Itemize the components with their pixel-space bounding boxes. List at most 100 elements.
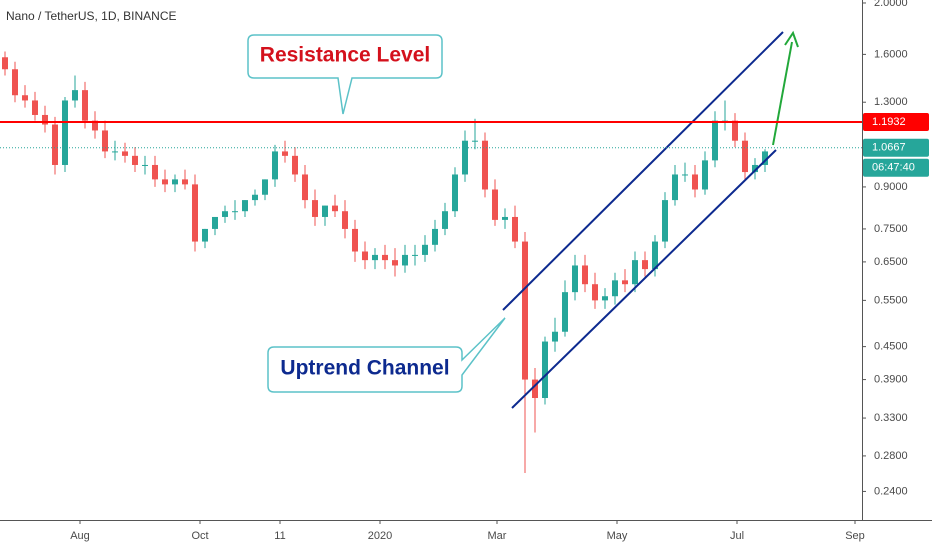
candle-body xyxy=(752,164,758,173)
candle-body xyxy=(322,205,328,217)
candle-body xyxy=(442,211,448,229)
y-tick-label: 0.9000 xyxy=(874,181,908,193)
x-tick-label: Jul xyxy=(730,530,744,542)
arrow-head xyxy=(784,30,799,48)
candle-body xyxy=(202,228,208,242)
candle-body xyxy=(412,254,418,256)
candle-body xyxy=(172,179,178,185)
channel-lower xyxy=(511,149,777,409)
candle-body xyxy=(452,174,458,212)
candle-body xyxy=(62,100,68,165)
candle-body xyxy=(282,151,288,156)
candle-body xyxy=(292,155,298,175)
candle-body xyxy=(712,120,718,161)
candle-body xyxy=(272,151,278,180)
candle-body xyxy=(592,284,598,301)
candle-body xyxy=(332,205,338,212)
candle-body xyxy=(2,57,8,70)
channel-upper xyxy=(502,31,784,311)
candle-body xyxy=(132,155,138,165)
channel-label: Uptrend Channel xyxy=(280,357,449,380)
projection-arrow xyxy=(772,41,793,146)
candle-body xyxy=(422,244,428,255)
candle-body xyxy=(252,194,258,201)
y-tick-label: 0.5500 xyxy=(874,294,908,306)
candle-body xyxy=(512,216,518,242)
candle-body xyxy=(502,216,508,220)
candle-body xyxy=(152,164,158,180)
candle-body xyxy=(382,254,388,261)
candle-body xyxy=(262,179,268,195)
candle-body xyxy=(32,100,38,115)
candle-body xyxy=(82,90,88,121)
candle-body xyxy=(662,200,668,242)
x-tick-label: Aug xyxy=(70,530,90,542)
candle-body xyxy=(352,228,358,252)
candle-body xyxy=(302,174,308,201)
candle-body xyxy=(632,260,638,285)
candle-body xyxy=(342,211,348,229)
candle-body xyxy=(702,160,708,190)
countdown: 06:47:40 xyxy=(872,162,915,174)
y-tick-label: 0.3900 xyxy=(874,373,908,385)
candle-body xyxy=(622,280,628,285)
candle-body xyxy=(692,174,698,190)
x-tick-label: 2020 xyxy=(368,530,392,542)
candle-body xyxy=(112,151,118,153)
candle-body xyxy=(462,140,468,175)
candle-body xyxy=(142,164,148,166)
candle-body xyxy=(762,151,768,165)
candle-body xyxy=(582,265,588,285)
y-tick-label: 1.3000 xyxy=(874,96,908,108)
candle-body xyxy=(232,211,238,213)
candle-body xyxy=(682,174,688,176)
candle-body xyxy=(732,120,738,141)
x-tick-label: May xyxy=(607,530,628,542)
y-tick-label: 0.7500 xyxy=(874,223,908,235)
candle-body xyxy=(472,140,478,142)
candle-body xyxy=(482,140,488,190)
y-tick-label: 0.2800 xyxy=(874,450,908,462)
channel-callout xyxy=(267,317,506,393)
candle-body xyxy=(542,341,548,399)
candle-body xyxy=(652,241,658,270)
price-label-box xyxy=(863,138,929,157)
candle-body xyxy=(312,200,318,217)
candle-body xyxy=(522,241,528,380)
candle-body xyxy=(242,200,248,212)
candle-body xyxy=(12,69,18,96)
candle-body xyxy=(572,265,578,293)
countdown-box xyxy=(863,158,929,177)
price-label-box xyxy=(863,112,929,131)
candle-body xyxy=(182,179,188,185)
plot xyxy=(2,51,768,473)
candle-body xyxy=(162,179,168,185)
candle-body xyxy=(562,292,568,332)
candle-body xyxy=(492,189,498,220)
candle-body xyxy=(72,90,78,101)
candle-body xyxy=(432,228,438,245)
candle-body xyxy=(222,211,228,217)
candle-body xyxy=(22,95,28,101)
y-tick-label: 0.6500 xyxy=(874,256,908,268)
resistance-label: Resistance Level xyxy=(260,44,430,67)
candle-body xyxy=(612,280,618,297)
y-tick-label: 0.4500 xyxy=(874,341,908,353)
candle-body xyxy=(102,130,108,152)
candle-body xyxy=(212,216,218,229)
x-tick-label: Oct xyxy=(191,530,208,542)
candle-body xyxy=(532,379,538,399)
candle-body xyxy=(672,174,678,201)
price-label: 1.1932 xyxy=(872,116,906,128)
price-label: 1.0667 xyxy=(872,142,906,154)
resistance-callout xyxy=(247,34,443,115)
candle-body xyxy=(122,151,128,156)
x-tick-label: Mar xyxy=(488,530,507,542)
y-tick-label: 0.3300 xyxy=(874,412,908,424)
y-tick-label: 0.2400 xyxy=(874,485,908,497)
candle-body xyxy=(192,184,198,242)
candle-body xyxy=(92,120,98,131)
x-tick-label: 11 xyxy=(274,530,285,542)
x-tick-label: Sep xyxy=(845,530,865,542)
